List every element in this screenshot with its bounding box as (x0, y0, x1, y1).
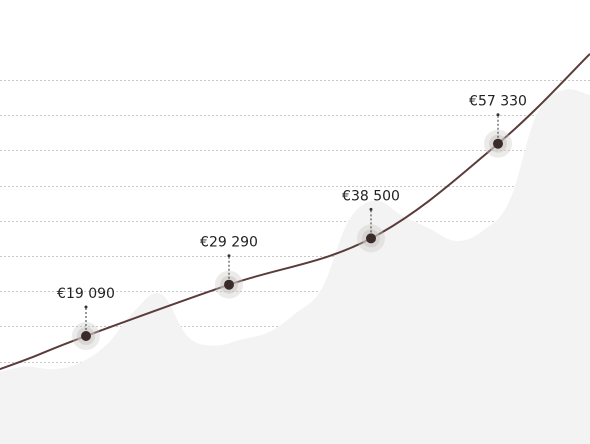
data-label: €57 330 (469, 94, 527, 110)
label-leader-tip (369, 207, 373, 211)
label-leader-tip (84, 305, 88, 309)
marker (493, 138, 503, 149)
data-label: €29 290 (200, 235, 258, 251)
background-area (0, 89, 590, 444)
data-label: €38 500 (342, 188, 400, 204)
marker (224, 279, 234, 290)
data-label: €19 090 (57, 286, 115, 302)
marker (81, 331, 91, 342)
data-point: €57 330 (469, 94, 527, 158)
data-point: €19 090 (57, 286, 115, 351)
data-point: €38 500 (342, 188, 400, 253)
label-leader-tip (496, 113, 500, 117)
data-points: €19 090 €29 290 €38 500 €57 330 (57, 94, 527, 351)
label-leader-tip (227, 254, 231, 258)
marker (366, 233, 376, 244)
data-point: €29 290 (200, 235, 258, 299)
